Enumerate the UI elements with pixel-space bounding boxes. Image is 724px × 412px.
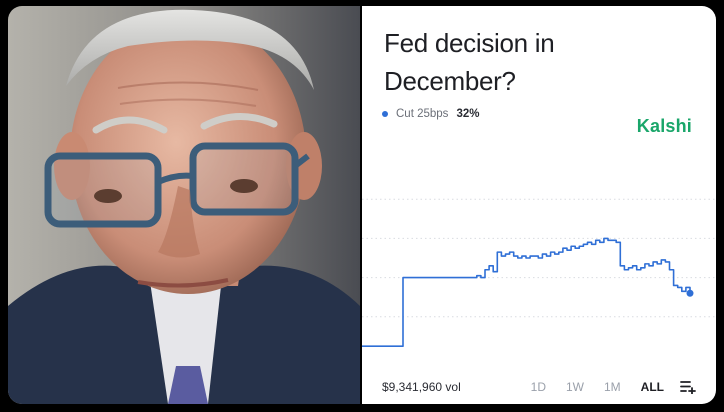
list-add-icon[interactable] [680,380,696,394]
chart-footer: $9,341,960 vol 1D 1W 1M ALL [382,378,696,396]
series-endpoint [686,289,694,297]
volume-text: $9,341,960 vol [382,380,461,394]
range-1w-tab[interactable]: 1W [566,380,584,394]
market-title: Fed decision in December? [384,28,555,96]
outcome-value: 32% [456,108,480,120]
probability-chart[interactable] [362,156,716,356]
range-1d-tab[interactable]: 1D [530,380,546,394]
outcome-legend: Cut 25bps 32% [382,108,479,120]
portrait-photo [8,6,360,404]
series-line [362,237,691,347]
series-dot-icon [382,111,388,117]
range-selector: 1D 1W 1M ALL [511,380,696,394]
range-all-tab[interactable]: ALL [640,380,664,394]
outcome-label: Cut 25bps [396,108,449,120]
kalshi-logo[interactable]: Kalshi [636,116,692,136]
range-1m-tab[interactable]: 1M [604,380,621,394]
market-card[interactable]: Fed decision in December? Cut 25bps 32% … [362,6,716,404]
